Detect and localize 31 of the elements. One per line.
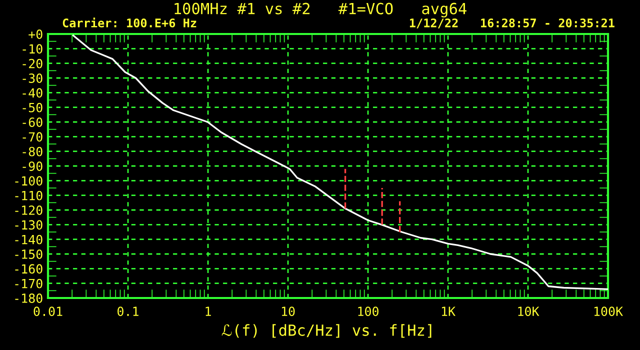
- y-tick-label: -130: [15, 220, 42, 230]
- y-tick-label: -50: [22, 102, 42, 112]
- x-tick-label: 10K: [518, 306, 540, 316]
- y-tick-label: -150: [15, 250, 42, 259]
- x-tick-label: 100: [358, 306, 378, 316]
- y-tick-label: -60: [22, 118, 42, 127]
- y-tick-label: -40: [22, 88, 42, 98]
- x-tick-label: 10: [282, 306, 295, 316]
- y-tick-label: -180: [15, 294, 42, 303]
- y-tick-label: -140: [15, 234, 42, 244]
- y-tick-label: -90: [22, 162, 42, 171]
- x-tick-label: 1K: [442, 306, 456, 316]
- y-tick-label: -30: [22, 74, 42, 83]
- y-tick-label: -20: [22, 58, 42, 68]
- x-tick-label: 0.1: [118, 306, 138, 316]
- y-tick-label: -80: [22, 146, 42, 156]
- y-tick-label: -120: [15, 206, 42, 215]
- y-tick-label: -100: [15, 176, 42, 186]
- x-tick-label: 100K: [594, 306, 624, 316]
- y-tick-label: -10: [22, 44, 42, 54]
- x-axis-title: ℒ(f) [dBc/Hz] vs. f[Hz]: [222, 324, 432, 338]
- y-tick-label: +0: [28, 30, 42, 39]
- chart-title: 100MHz #1 vs #2 #1=VCO avg64: [174, 2, 466, 18]
- text: Carrier: 100.E+6 Hz: [62, 18, 196, 28]
- x-tick-label: 0.01: [34, 306, 62, 316]
- y-tick-label: -110: [15, 190, 42, 200]
- text: 1/12/22 16:28:57 - 20:35:21: [410, 18, 614, 28]
- y-tick-label: -160: [15, 264, 42, 274]
- x-tick-label: 1: [206, 306, 211, 316]
- y-tick-label: -70: [22, 132, 42, 142]
- y-tick-label: -170: [15, 278, 42, 288]
